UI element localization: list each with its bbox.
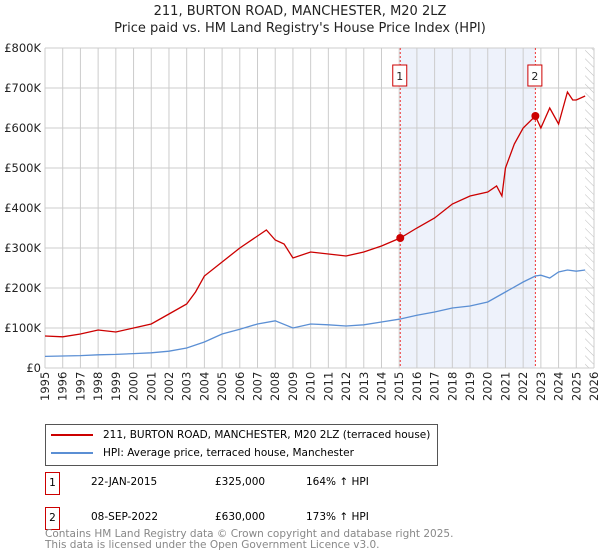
sale-point bbox=[531, 112, 540, 120]
x-tick-label: 2023 bbox=[534, 372, 548, 401]
x-tick-label: 2004 bbox=[197, 372, 211, 401]
sale-marker-label: 1 bbox=[396, 70, 403, 83]
x-tick-label: 2009 bbox=[286, 372, 300, 401]
chart-subtitle: Price paid vs. HM Land Registry's House … bbox=[114, 21, 486, 36]
legend: 211, BURTON ROAD, MANCHESTER, M20 2LZ (t… bbox=[45, 424, 438, 466]
x-tick-label: 1999 bbox=[109, 372, 123, 401]
x-tick-label: 1998 bbox=[91, 372, 105, 401]
legend-label-property: 211, BURTON ROAD, MANCHESTER, M20 2LZ (t… bbox=[103, 429, 431, 441]
chart-title: 211, BURTON ROAD, MANCHESTER, M20 2LZ bbox=[153, 4, 447, 19]
sale-date: 08-SEP-2022 bbox=[91, 511, 159, 523]
x-tick-label: 2019 bbox=[463, 372, 477, 401]
footer-line-1: Contains HM Land Registry data © Crown c… bbox=[45, 528, 454, 540]
sale-point bbox=[396, 234, 405, 242]
x-tick-label: 2014 bbox=[374, 372, 388, 401]
sale-marker-label: 2 bbox=[531, 70, 538, 83]
sale-hpi: 173% ↑ HPI bbox=[306, 511, 369, 523]
hpi-line bbox=[44, 269, 586, 358]
x-tick-label: 2020 bbox=[481, 372, 495, 401]
x-tick-label: 2025 bbox=[569, 372, 583, 401]
x-tick-label: 2011 bbox=[321, 372, 335, 401]
x-tick-label: 1995 bbox=[38, 372, 52, 401]
sale-marker-2: 2 bbox=[45, 507, 60, 530]
x-tick-label: 2018 bbox=[445, 372, 459, 401]
x-tick-label: 2003 bbox=[180, 372, 194, 401]
x-tick-label: 2010 bbox=[304, 372, 318, 401]
x-tick-label: 1997 bbox=[73, 372, 87, 401]
x-tick-label: 2022 bbox=[516, 372, 530, 401]
footer-line-2: This data is licensed under the Open Gov… bbox=[45, 539, 380, 551]
y-tick-label: £800K bbox=[4, 41, 41, 55]
x-tick-label: 2016 bbox=[410, 372, 424, 401]
y-tick-label: £300K bbox=[4, 241, 41, 255]
sale-price: £325,000 bbox=[215, 476, 266, 488]
sale-marker-box bbox=[527, 64, 543, 87]
y-tick-label: £200K bbox=[4, 281, 41, 295]
sale-marker-1: 1 bbox=[45, 472, 60, 495]
legend-swatch-hpi bbox=[51, 452, 93, 454]
sale-row-2: 2 08-SEP-2022 £630,000 173% ↑ HPI bbox=[45, 507, 545, 531]
y-tick-label: £100K bbox=[4, 321, 41, 335]
x-tick-label: 2015 bbox=[392, 372, 406, 401]
x-tick-label: 1996 bbox=[56, 372, 70, 401]
x-tick-label: 2017 bbox=[428, 372, 442, 401]
x-tick-label: 2006 bbox=[233, 372, 247, 401]
sale-row-1: 1 22-JAN-2015 £325,000 164% ↑ HPI bbox=[45, 472, 545, 496]
plot-area: 1995 1996 1997 1998 1999 2000 2001 2002 2003 2004… bbox=[4, 41, 600, 401]
x-tick-label: 2024 bbox=[552, 372, 566, 401]
y-tick-label: £0 bbox=[26, 361, 41, 375]
sale-price: £630,000 bbox=[215, 511, 266, 523]
x-tick-label: 2005 bbox=[215, 372, 229, 401]
x-tick-label: 2008 bbox=[268, 372, 282, 401]
sale-marker-box bbox=[392, 64, 408, 87]
x-tick-label: 2012 bbox=[339, 372, 353, 401]
x-tick-label: 2026 bbox=[587, 372, 600, 401]
legend-label-hpi: HPI: Average price, terraced house, Manc… bbox=[103, 447, 354, 459]
sale-date: 22-JAN-2015 bbox=[91, 476, 158, 488]
y-tick-label: £600K bbox=[4, 121, 41, 135]
y-tick-label: £700K bbox=[4, 81, 41, 95]
x-tick-label: 2000 bbox=[127, 372, 141, 401]
y-tick-label: £400K bbox=[4, 201, 41, 215]
x-tick-label: 2002 bbox=[162, 372, 176, 401]
x-tick-label: 2007 bbox=[251, 372, 265, 401]
x-tick-label: 2021 bbox=[498, 372, 512, 401]
sale-hpi: 164% ↑ HPI bbox=[306, 476, 369, 488]
y-tick-label: £500K bbox=[4, 161, 41, 175]
x-tick-label: 2001 bbox=[144, 372, 158, 401]
x-tick-label: 2013 bbox=[357, 372, 371, 401]
footer: Contains HM Land Registry data © Crown c… bbox=[45, 529, 453, 551]
legend-swatch-property bbox=[51, 434, 93, 436]
